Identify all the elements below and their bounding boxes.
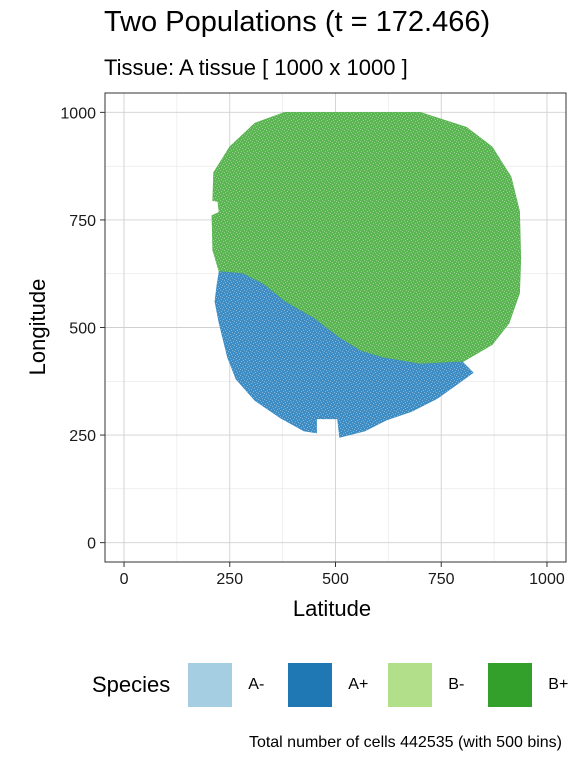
legend-swatch-b-minus xyxy=(388,663,433,707)
x-axis-label: Latitude xyxy=(292,596,372,621)
y-tick-label: 0 xyxy=(87,536,96,553)
chart-subtitle: Tissue: A tissue [ 1000 x 1000 ] xyxy=(104,55,408,80)
legend-label-b-plus: B+ xyxy=(548,676,569,693)
legend-label-a-minus: A- xyxy=(248,676,265,693)
legend-item-b-plus: B+ xyxy=(488,663,574,707)
x-tick-label: 0 xyxy=(120,571,129,588)
x-tick-label: 750 xyxy=(428,571,455,588)
legend-item-a-minus: A- xyxy=(188,663,274,707)
legend-title: Species xyxy=(92,672,171,697)
y-tick-label: 250 xyxy=(69,428,96,445)
x-tick-label: 1000 xyxy=(529,571,565,588)
cell-count-caption: Total number of cells 442535 (with 500 b… xyxy=(248,734,562,751)
legend-item-a-plus: A+ xyxy=(288,663,374,707)
region-texture-b-plus xyxy=(212,112,521,365)
legend-label-b-minus: B- xyxy=(448,676,465,693)
legend: Species A- A+ B- B+ xyxy=(92,663,576,707)
legend-swatch-b-plus xyxy=(488,663,533,707)
plot-area: 0 250 500 750 1000 0 250 500 750 1000 xyxy=(60,92,567,588)
x-tick-label: 250 xyxy=(216,571,243,588)
chart-title: Two Populations (t = 172.466) xyxy=(104,6,491,38)
y-tick-label: 750 xyxy=(69,213,96,230)
y-tick-label: 500 xyxy=(69,321,96,338)
legend-swatch-a-minus xyxy=(188,663,233,707)
y-axis-label: Longitude xyxy=(25,278,50,376)
legend-label-a-plus: A+ xyxy=(348,676,369,693)
y-tick-label: 1000 xyxy=(60,105,96,122)
legend-item-b-minus: B- xyxy=(388,663,474,707)
region-texture-a-plus xyxy=(215,271,473,438)
legend-swatch-a-plus xyxy=(288,663,333,707)
x-tick-label: 500 xyxy=(322,571,349,588)
